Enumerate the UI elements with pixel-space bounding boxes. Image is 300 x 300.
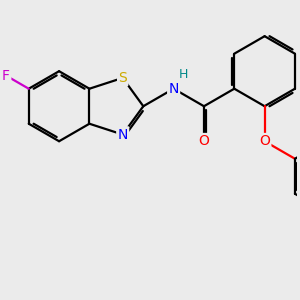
Text: S: S bbox=[118, 71, 127, 85]
Text: F: F bbox=[2, 69, 10, 82]
Text: H: H bbox=[179, 68, 188, 80]
Text: N: N bbox=[168, 82, 179, 96]
Text: O: O bbox=[199, 134, 209, 148]
Text: N: N bbox=[118, 128, 128, 142]
Text: O: O bbox=[259, 134, 270, 148]
